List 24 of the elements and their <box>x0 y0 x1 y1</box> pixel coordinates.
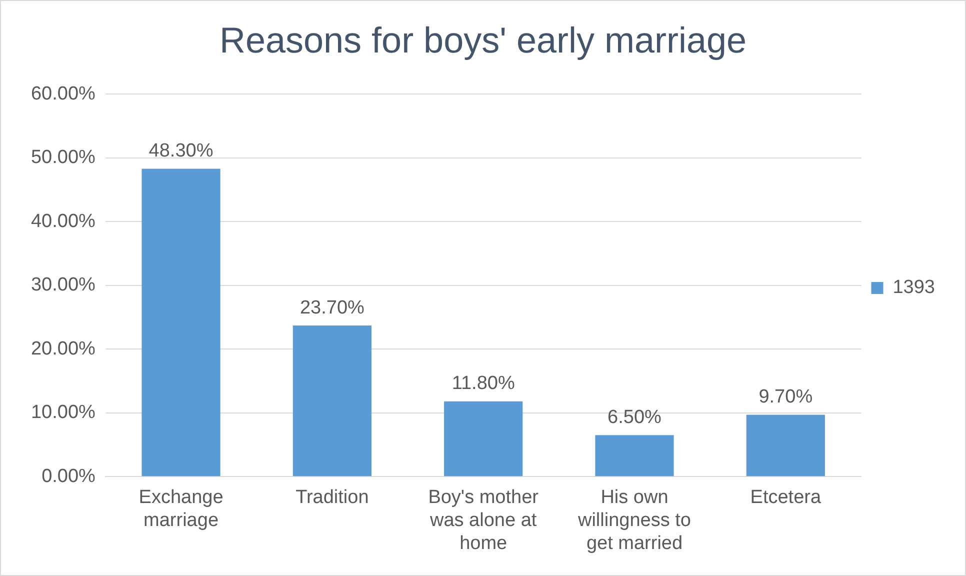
y-tick-label: 50.00% <box>30 147 96 168</box>
x-tick-label: Boy's mother was alone at home <box>428 487 540 554</box>
x-tick-label: Exchange marriage <box>138 487 224 532</box>
bar <box>142 168 220 476</box>
data-label: 9.70% <box>758 386 813 408</box>
y-tick-label: 60.00% <box>30 83 96 104</box>
chart-title: Reasons for boys' early marriage <box>219 20 747 61</box>
y-tick-label: 30.00% <box>30 274 96 296</box>
x-tick-label: Tradition <box>296 487 369 508</box>
data-label: 6.50% <box>608 406 662 428</box>
y-tick-label: 10.00% <box>30 402 96 424</box>
data-label: 11.80% <box>452 373 515 394</box>
y-tick-label: 0.00% <box>42 466 96 487</box>
bar <box>595 435 674 476</box>
y-tick-label: 40.00% <box>30 210 96 232</box>
x-tick-label: Etcetera <box>750 487 822 508</box>
y-tick-label: 20.00% <box>30 338 96 360</box>
bar <box>444 401 523 476</box>
bar <box>746 414 825 476</box>
data-label: 23.70% <box>300 297 364 318</box>
data-label: 48.30% <box>148 140 214 162</box>
x-tick-label: His own willingness to get married <box>576 487 691 554</box>
bar <box>292 326 372 476</box>
legend-label: 1393 <box>892 277 936 298</box>
